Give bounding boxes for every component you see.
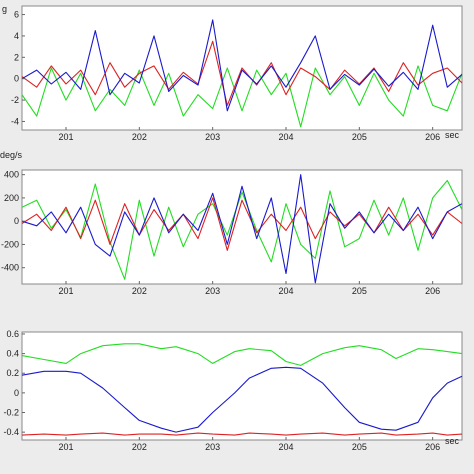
series-line [21,65,463,128]
series-group [21,19,463,128]
y-tick-label: 2 [14,52,19,62]
y-tick-label: 0 [14,74,19,84]
x-tick-labels: 201 202 203 204 205 206 [58,281,440,296]
y-tick-labels: 6 4 2 0 -2 -4 [11,10,25,126]
x-tick-label: 206 [425,132,440,142]
x-tick-label: 201 [58,442,73,452]
x-tick-label: 201 [58,286,73,296]
x-tick-label: 205 [352,132,367,142]
y-tick-label: 400 [4,170,19,180]
x-tick-label: 202 [132,442,147,452]
x-tick-label: 206 [425,442,440,452]
y-tick-label: 0.2 [6,368,19,378]
x-tick-label: 201 [58,132,73,142]
x-axis-unit: sec [445,436,460,446]
y-tick-label: 0.4 [6,349,19,359]
series-group [21,174,463,284]
y-tick-label: -2 [11,95,19,105]
x-axis-unit: sec [445,130,460,140]
x-tick-label: 203 [205,442,220,452]
x-tick-label: 204 [278,286,293,296]
y-tick-label: 200 [4,193,19,203]
y-tick-labels: 0.6 0.4 0.2 0 -0.2 -0.4 [3,329,25,437]
y-tick-label: -400 [1,263,19,273]
y-tick-label: 4 [14,31,19,41]
y-tick-label: 0 [14,388,19,398]
series-line [21,40,463,106]
series-line [21,174,463,284]
x-tick-labels: 201 202 203 204 205 206 [58,437,440,452]
panel-acceleration: g sec 6 4 2 0 -2 -4 201 202 203 204 205 206 [2,4,463,142]
panel-angular-rate: deg/s 400 200 0 -200 -400 201 202 203 204 205 206 [0,150,463,296]
series-line [21,179,463,280]
series-line [21,432,463,436]
y-tick-label: 6 [14,10,19,20]
y-tick-label: -200 [1,239,19,249]
series-line [21,343,463,366]
y-tick-label: -0.2 [3,408,19,418]
x-tick-label: 205 [352,286,367,296]
x-tick-label: 206 [425,286,440,296]
plot-area [21,169,463,285]
x-tick-label: 203 [205,286,220,296]
y-axis-label: g [2,4,7,14]
y-tick-label: 0 [14,216,19,226]
y-tick-label: 0.6 [6,329,19,339]
series-line [21,366,463,433]
series-line [21,197,463,251]
y-tick-labels: 400 200 0 -200 -400 [1,170,25,273]
y-tick-label: -0.4 [3,427,19,437]
y-tick-label: -4 [11,116,19,126]
x-tick-label: 204 [278,132,293,142]
x-tick-label: 202 [132,132,147,142]
x-tick-labels: 201 202 203 204 205 206 [58,127,440,142]
x-tick-label: 202 [132,286,147,296]
panel-orientation: sec 0.60.40.20-0.2-0.4 201 202 203 204 205 20… [3,329,463,452]
y-axis-label: deg/s [0,150,23,160]
series-line [21,19,463,112]
series-group [21,343,463,436]
x-tick-label: 205 [352,442,367,452]
x-tick-label: 203 [205,132,220,142]
x-tick-label: 204 [278,442,293,452]
